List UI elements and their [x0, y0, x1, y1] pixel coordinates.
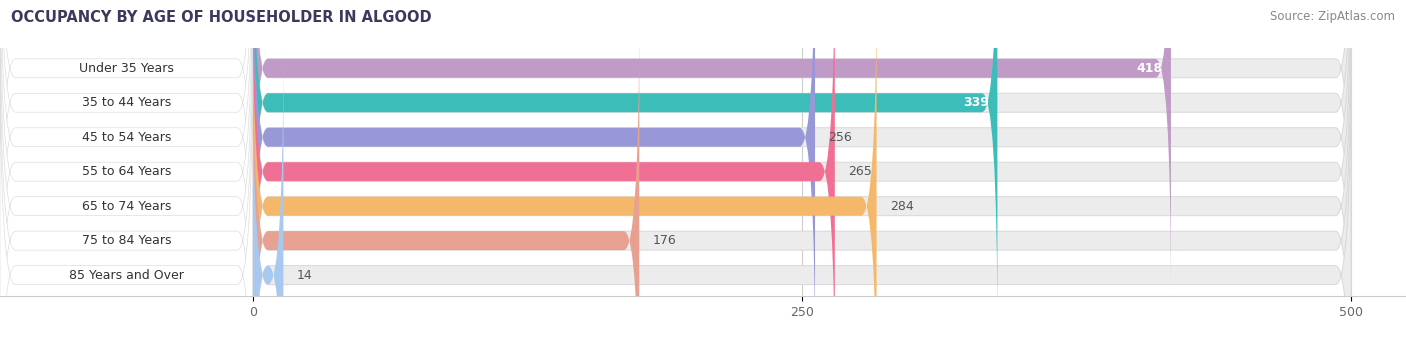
FancyBboxPatch shape: [253, 9, 1351, 340]
Text: 75 to 84 Years: 75 to 84 Years: [82, 234, 172, 247]
Text: 45 to 54 Years: 45 to 54 Years: [82, 131, 172, 144]
Text: 339: 339: [963, 96, 988, 109]
FancyBboxPatch shape: [0, 0, 253, 300]
FancyBboxPatch shape: [0, 9, 253, 340]
Text: 65 to 74 Years: 65 to 74 Years: [82, 200, 172, 213]
FancyBboxPatch shape: [253, 43, 1351, 340]
FancyBboxPatch shape: [253, 0, 815, 340]
FancyBboxPatch shape: [0, 0, 253, 340]
Text: 418: 418: [1136, 62, 1163, 75]
Text: 284: 284: [890, 200, 914, 213]
FancyBboxPatch shape: [253, 0, 1171, 300]
Text: Under 35 Years: Under 35 Years: [79, 62, 174, 75]
FancyBboxPatch shape: [253, 0, 997, 335]
Text: Source: ZipAtlas.com: Source: ZipAtlas.com: [1270, 10, 1395, 23]
FancyBboxPatch shape: [253, 0, 1351, 335]
FancyBboxPatch shape: [253, 0, 1351, 340]
FancyBboxPatch shape: [253, 0, 1351, 300]
Text: 55 to 64 Years: 55 to 64 Years: [82, 165, 172, 178]
FancyBboxPatch shape: [253, 0, 1351, 340]
Text: 265: 265: [848, 165, 872, 178]
FancyBboxPatch shape: [253, 0, 876, 340]
Text: 35 to 44 Years: 35 to 44 Years: [82, 96, 172, 109]
FancyBboxPatch shape: [253, 0, 835, 340]
Text: OCCUPANCY BY AGE OF HOUSEHOLDER IN ALGOOD: OCCUPANCY BY AGE OF HOUSEHOLDER IN ALGOO…: [11, 10, 432, 25]
Text: 85 Years and Over: 85 Years and Over: [69, 269, 184, 282]
Text: 14: 14: [297, 269, 312, 282]
FancyBboxPatch shape: [253, 43, 284, 340]
Text: 176: 176: [652, 234, 676, 247]
FancyBboxPatch shape: [253, 0, 1351, 340]
FancyBboxPatch shape: [0, 0, 253, 335]
FancyBboxPatch shape: [0, 0, 253, 340]
Text: 256: 256: [828, 131, 852, 144]
FancyBboxPatch shape: [0, 43, 253, 340]
FancyBboxPatch shape: [0, 0, 253, 340]
FancyBboxPatch shape: [253, 9, 640, 340]
